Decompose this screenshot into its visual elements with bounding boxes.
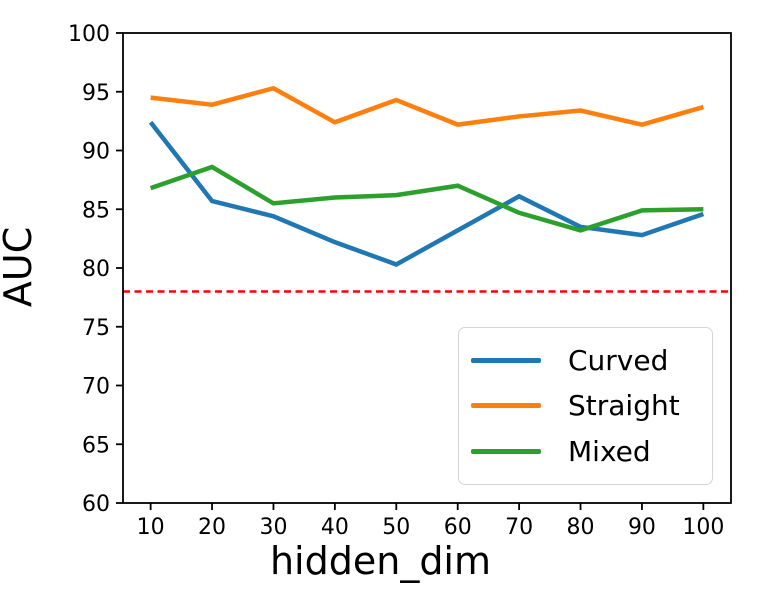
x-tick-label-30: 30 bbox=[259, 515, 287, 540]
x-tick-label-60: 60 bbox=[444, 515, 472, 540]
y-tick-label-90: 90 bbox=[82, 140, 110, 165]
curved-line-swatch bbox=[471, 358, 541, 364]
y-tick-label-75: 75 bbox=[82, 316, 110, 341]
y-tick-label-80: 80 bbox=[82, 257, 110, 282]
legend-entry-curved: Curved bbox=[459, 344, 712, 377]
x-tick-label-20: 20 bbox=[198, 515, 226, 540]
legend-entry-mixed: Mixed bbox=[459, 435, 712, 468]
x-tick-label-70: 70 bbox=[505, 515, 533, 540]
legend-entry-straight: Straight bbox=[459, 389, 712, 422]
y-tick-label-95: 95 bbox=[82, 81, 110, 106]
y-axis-label: AUC bbox=[0, 226, 41, 308]
y-tick-label-60: 60 bbox=[82, 492, 110, 517]
y-tick-label-100: 100 bbox=[68, 22, 110, 47]
mixed-line bbox=[149, 164, 704, 233]
curved-line bbox=[148, 120, 705, 267]
legend-label-mixed: Mixed bbox=[568, 434, 651, 468]
y-tick-label-70: 70 bbox=[82, 375, 110, 400]
y-tick-label-85: 85 bbox=[82, 198, 110, 223]
legend-label-straight: Straight bbox=[568, 389, 680, 423]
x-tick-label-40: 40 bbox=[321, 515, 349, 540]
legend-label-curved: Curved bbox=[568, 344, 669, 378]
x-tick-label-100: 100 bbox=[682, 515, 724, 540]
straight-line-swatch bbox=[471, 403, 541, 409]
x-axis-label: hidden_dim bbox=[269, 539, 492, 583]
legend: Curved Straight Mixed bbox=[458, 327, 713, 485]
mixed-line-swatch bbox=[471, 448, 541, 454]
x-tick-label-80: 80 bbox=[567, 515, 595, 540]
straight-line bbox=[150, 85, 704, 127]
x-tick-label-50: 50 bbox=[382, 515, 410, 540]
y-tick-label-65: 65 bbox=[82, 433, 110, 458]
x-tick-label-10: 10 bbox=[137, 515, 165, 540]
x-tick-label-90: 90 bbox=[628, 515, 656, 540]
